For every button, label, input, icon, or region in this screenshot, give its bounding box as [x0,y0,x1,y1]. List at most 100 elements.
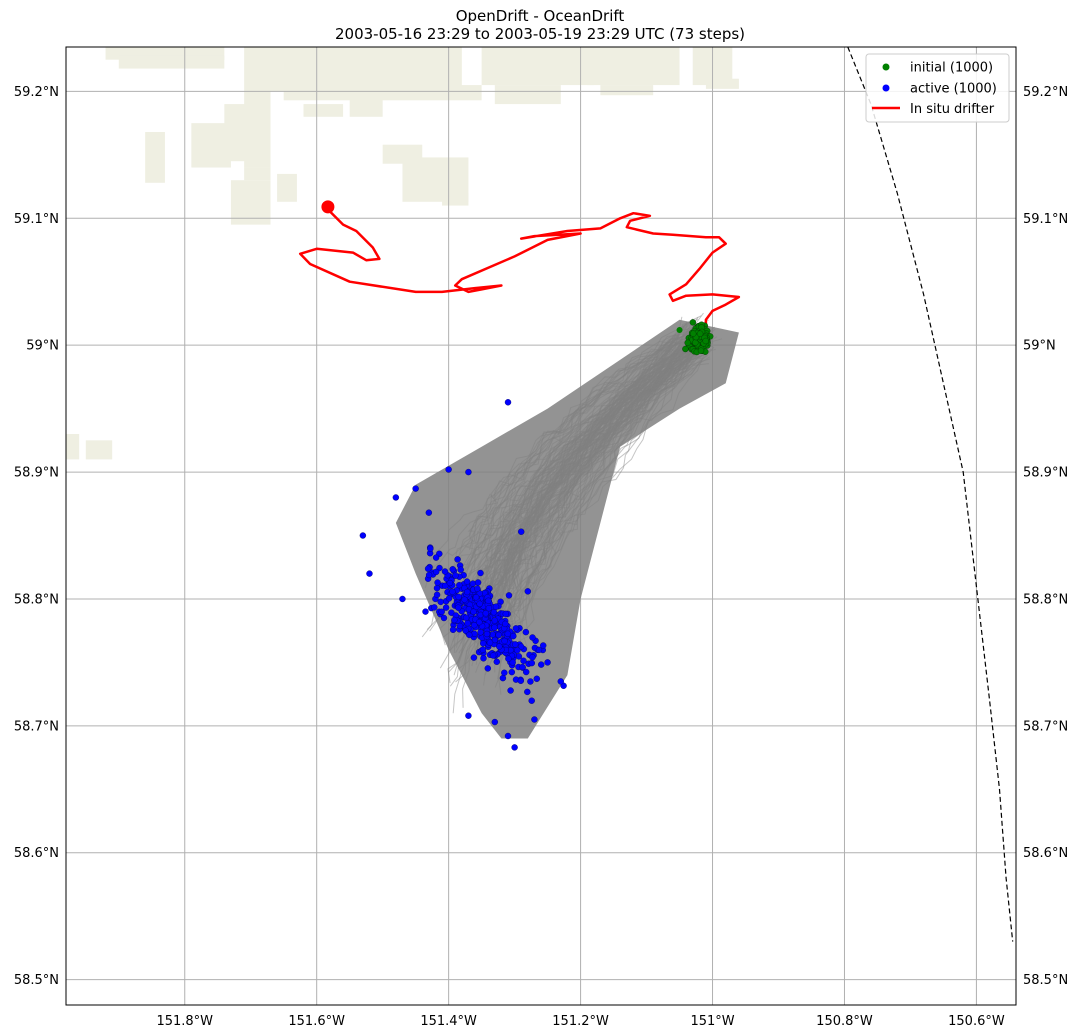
trajectory-line [500,347,680,606]
x-tick-label: 150.6°W [948,1014,1005,1029]
active-particle [512,641,519,648]
trajectory-line [498,340,688,627]
y-tick-label-left: 58.8°N [14,592,59,607]
trajectory-line [448,333,701,625]
active-particle [527,678,534,685]
initial-particle [696,330,704,337]
land-patch [349,97,383,117]
active-particle [438,608,445,615]
gridlines [66,47,1016,1005]
active-particle [464,620,471,627]
active-particle [544,659,551,666]
trajectory-line [474,350,700,544]
active-particle [491,617,498,624]
land-patch [303,104,344,117]
y-tick-label-left: 58.9°N [14,466,59,481]
trajectory-line [471,334,702,662]
legend-active-label: active (1000) [910,82,997,97]
active-particle [492,603,500,610]
active-particle [466,631,473,639]
active-particle [490,609,498,616]
trajectory-line [460,340,714,612]
x-tick-label: 151°W [690,1014,734,1029]
trajectory-line [476,350,695,608]
active-particle [445,595,453,602]
trajectory-line [470,331,703,617]
trajectory-line [488,343,709,632]
plot-title-line2: 2003-05-16 23:29 to 2003-05-19 23:29 UTC… [335,25,745,43]
active-particle [425,571,433,579]
land-patch [118,55,225,69]
y-tick-label-left: 58.6°N [14,846,59,861]
x-tick-label: 151.6°W [288,1014,345,1029]
active-particle [528,697,535,704]
trajectory-line [475,326,715,607]
trajectory-line [429,361,696,563]
trajectory-line [503,334,677,617]
trajectory-line [494,341,686,632]
plot-title-line1: OpenDrift - OceanDrift [456,7,625,25]
active-particle [476,600,483,607]
x-tick-labels: 151.8°W 151.6°W 151.4°W 151.2°W 151°W 150.8°W… [156,1014,1004,1029]
land-patch [705,78,739,89]
initial-particle [676,326,683,333]
active-particle [504,399,512,406]
active-particle [449,626,457,633]
trajectory-line [503,338,700,640]
drifter-track-line [298,207,741,336]
active-particle [508,668,515,676]
trajectory-line [513,321,701,662]
active-particle [472,594,480,601]
active-particle [433,584,441,592]
active-particle [469,580,477,587]
active-particle [425,509,433,516]
initial-particles [676,319,714,356]
land-patch [244,167,271,181]
land-patch [442,192,469,206]
trajectory-line [476,323,707,581]
trajectory-line [490,330,714,591]
active-particle [433,568,440,576]
trajectory-line [497,316,683,680]
trajectory-line [500,351,692,587]
legend-box [865,53,1010,123]
active-particle [535,646,543,654]
active-particle [529,634,536,641]
active-particle [501,669,508,676]
active-particle [484,665,491,672]
active-particle [455,593,462,601]
trajectory-line [477,344,708,600]
land-patch [244,47,462,92]
trajectory-line [493,348,712,657]
trajectory-line [465,348,708,624]
trajectory-line [479,341,701,590]
active-particle [509,659,516,666]
active-particles [359,399,567,751]
trajectory-line [451,326,694,609]
initial-particle [692,339,699,346]
trajectory-line [496,329,697,567]
trajectory-line [458,354,703,580]
active-particle [456,582,463,589]
land-patch [191,123,231,168]
initial-particle [682,345,689,353]
legend: initial (1000) active (1000) In situ dri… [865,53,1010,123]
active-particle [496,643,503,650]
active-particle [465,712,472,719]
active-particle [524,588,532,595]
trajectory-line [489,334,708,664]
in-situ-drifter-track [298,200,741,336]
trajectory-line [513,346,707,624]
y-tick-label-right: 58.9°N [1023,466,1068,481]
land-patch [481,47,594,86]
trajectory-line [490,352,691,632]
active-particle [505,655,512,662]
trajectory-line [489,347,703,563]
map-frame [65,46,1017,1006]
active-particle [514,647,521,654]
active-particle [533,675,540,682]
y-tick-labels-right: 58.5°N 58.6°N 58.7°N 58.8°N 58.9°N 59°N 59.1°N… [1023,85,1068,988]
active-particle [440,614,448,622]
trajectory-line [482,343,689,630]
y-tick-label-left: 58.7°N [14,719,59,734]
